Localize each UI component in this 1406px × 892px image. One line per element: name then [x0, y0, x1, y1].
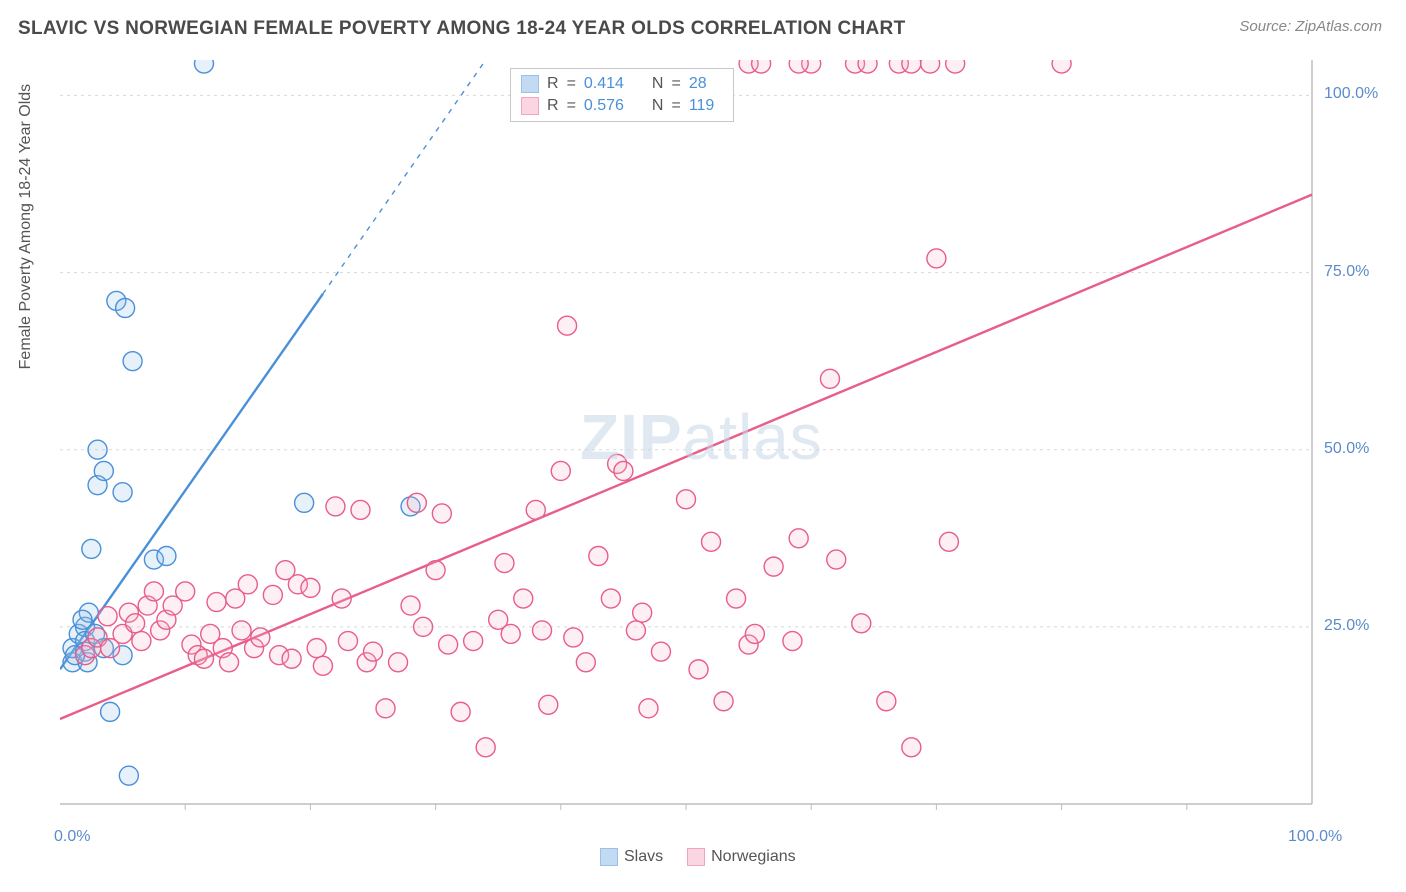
legend-equals: = [671, 97, 680, 115]
legend-equals: = [671, 75, 680, 93]
legend-label: Slavs [624, 848, 663, 865]
legend-equals: = [567, 97, 576, 115]
legend-swatch [687, 848, 705, 866]
y-axis-label: Female Poverty Among 18-24 Year Olds [17, 84, 35, 370]
legend-item: Norwegians [687, 848, 795, 866]
tick-label: 0.0% [54, 828, 90, 846]
correlation-legend: R = 0.414 N = 28 R = 0.576 N = 119 [510, 68, 734, 122]
legend-label: Norwegians [711, 848, 795, 865]
chart-container: Female Poverty Among 18-24 Year Olds ZIP… [60, 60, 1376, 832]
chart-title: SLAVIC VS NORWEGIAN FEMALE POVERTY AMONG… [18, 18, 906, 40]
series-legend: Slavs Norwegians [600, 848, 796, 866]
legend-n-label: N [652, 75, 664, 93]
legend-n-value: 28 [689, 75, 723, 93]
tick-label: 50.0% [1324, 440, 1369, 458]
legend-item: Slavs [600, 848, 663, 866]
source-prefix: Source: [1239, 18, 1295, 35]
legend-n-value: 119 [689, 97, 723, 115]
legend-row: R = 0.414 N = 28 [521, 73, 723, 95]
legend-r-value: 0.576 [584, 97, 636, 115]
tick-label: 75.0% [1324, 263, 1369, 281]
legend-swatch [521, 75, 539, 93]
tick-label: 100.0% [1288, 828, 1342, 846]
legend-swatch [600, 848, 618, 866]
legend-r-value: 0.414 [584, 75, 636, 93]
source-attribution: Source: ZipAtlas.com [1239, 18, 1382, 35]
legend-n-label: N [652, 97, 664, 115]
source-name: ZipAtlas.com [1295, 18, 1382, 35]
scatter-plot [60, 60, 1376, 832]
legend-swatch [521, 97, 539, 115]
tick-label: 100.0% [1324, 85, 1378, 103]
legend-r-label: R [547, 97, 559, 115]
legend-equals: = [567, 75, 576, 93]
tick-label: 25.0% [1324, 617, 1369, 635]
legend-row: R = 0.576 N = 119 [521, 95, 723, 117]
legend-r-label: R [547, 75, 559, 93]
